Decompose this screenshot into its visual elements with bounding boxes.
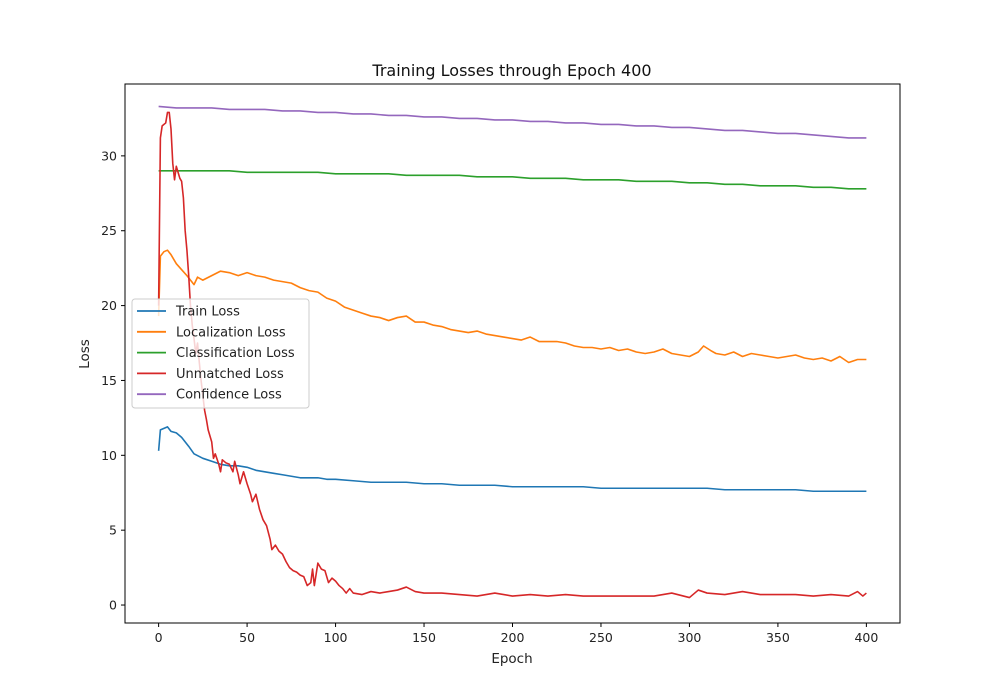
series-line-0 bbox=[157, 426, 867, 493]
y-tick-label-4: 20 bbox=[101, 298, 117, 313]
x-tick-label-6: 300 bbox=[678, 630, 702, 645]
y-tick-label-2: 10 bbox=[101, 448, 117, 463]
x-tick-label-1: 50 bbox=[239, 630, 255, 645]
legend-label-0: Train Loss bbox=[175, 305, 240, 320]
legend-label-1: Localization Loss bbox=[176, 325, 286, 340]
x-tick-label-7: 350 bbox=[766, 630, 790, 645]
x-tick-label-8: 400 bbox=[854, 630, 878, 645]
series-line-2 bbox=[158, 170, 867, 190]
x-axis: 0 50 100 150 200 250 300 350 400 bbox=[155, 623, 878, 645]
x-tick-label-3: 150 bbox=[412, 630, 436, 645]
legend-box bbox=[131, 298, 310, 409]
chart-title: Training Losses through Epoch 400 bbox=[371, 61, 651, 80]
y-tick-label-0: 0 bbox=[109, 598, 117, 613]
x-tick-label-2: 100 bbox=[324, 630, 348, 645]
x-tick-label-4: 200 bbox=[501, 630, 525, 645]
y-tick-label-3: 15 bbox=[101, 373, 117, 388]
legend-label-4: Confidence Loss bbox=[176, 388, 282, 403]
legend: Train Loss Localization Loss Classificatio… bbox=[131, 298, 310, 409]
x-axis-label: Epoch bbox=[491, 651, 532, 667]
x-tick-label-5: 250 bbox=[589, 630, 613, 645]
legend-label-2: Classification Loss bbox=[176, 346, 295, 361]
y-tick-label-5: 25 bbox=[101, 223, 117, 238]
legend-label-3: Unmatched Loss bbox=[176, 367, 284, 382]
y-axis-label: Loss bbox=[77, 339, 93, 369]
series-line-1 bbox=[157, 249, 867, 364]
y-axis: 0 5 10 15 20 25 30 bbox=[101, 148, 125, 613]
y-tick-label-6: 30 bbox=[101, 148, 117, 163]
x-tick-label-0: 0 bbox=[155, 630, 163, 645]
series-line-4 bbox=[158, 105, 867, 139]
y-tick-label-1: 5 bbox=[109, 523, 117, 538]
